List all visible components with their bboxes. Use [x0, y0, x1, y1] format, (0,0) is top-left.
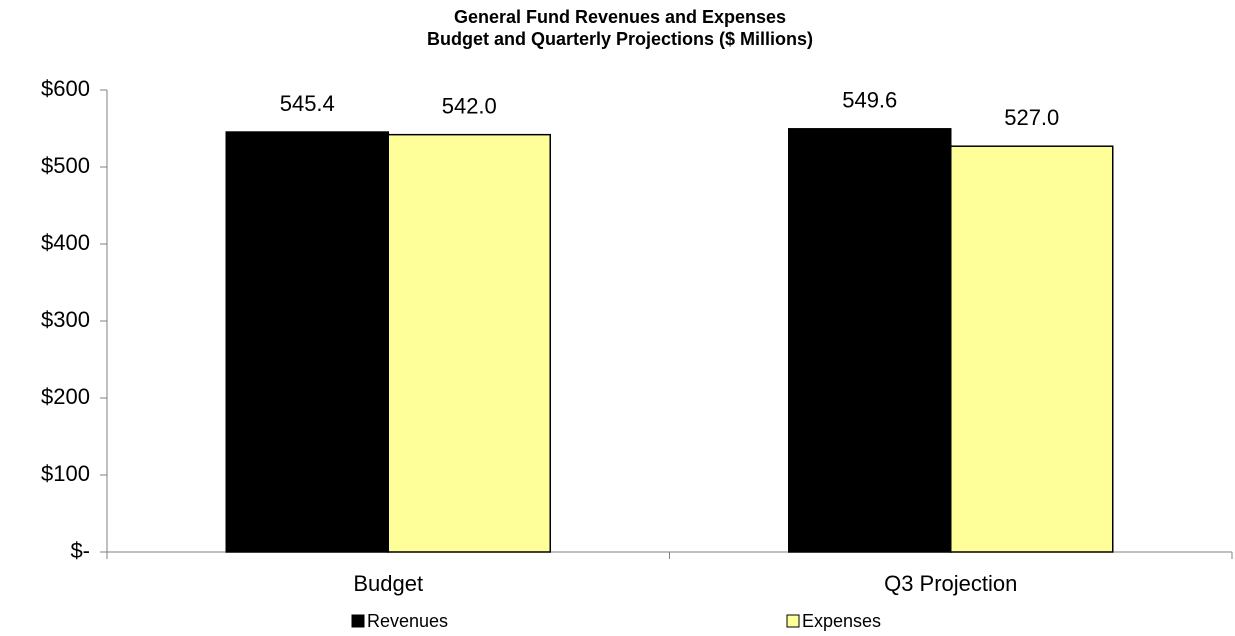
bar	[387, 133, 551, 553]
data-label: 549.6	[842, 88, 897, 113]
legend-label: Revenues	[367, 611, 448, 631]
x-tick-label: Q3 Projection	[884, 571, 1017, 596]
y-tick-label: $600	[41, 76, 90, 101]
chart-subtitle: Budget and Quarterly Projections ($ Mill…	[427, 29, 813, 49]
y-tick-label: $300	[41, 307, 90, 332]
legend-label: Expenses	[802, 611, 881, 631]
y-tick-label: $100	[41, 461, 90, 486]
y-tick-label: $-	[70, 538, 90, 563]
x-tick-label: Budget	[353, 571, 423, 596]
legend-swatch	[351, 614, 365, 628]
data-label: 527.0	[1004, 105, 1059, 130]
y-tick-label: $500	[41, 153, 90, 178]
y-tick-label: $400	[41, 230, 90, 255]
bar	[788, 128, 952, 553]
legend-swatch	[786, 614, 800, 628]
y-tick-label: $200	[41, 384, 90, 409]
data-label: 542.0	[442, 93, 497, 118]
bar	[950, 145, 1114, 553]
data-label: 545.4	[280, 91, 335, 116]
chart-title: General Fund Revenues and Expenses	[454, 7, 786, 27]
bar	[225, 131, 389, 553]
